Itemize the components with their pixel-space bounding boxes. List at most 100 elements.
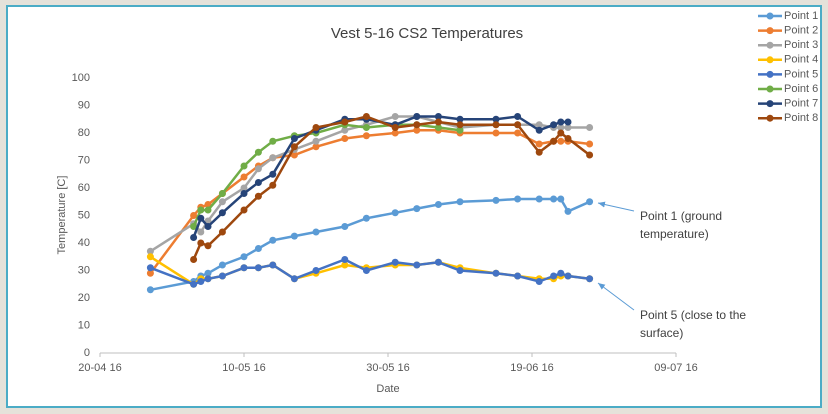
data-point — [269, 154, 277, 162]
data-point — [190, 212, 198, 219]
data-point — [146, 253, 154, 261]
data-point — [146, 247, 154, 255]
data-point — [564, 118, 572, 126]
data-point — [218, 228, 226, 236]
y-axis-label: Temperature [C] — [56, 176, 68, 255]
data-point — [535, 140, 543, 148]
legend-label: Point 8 — [784, 112, 818, 124]
data-point — [362, 214, 370, 222]
data-point — [290, 135, 298, 142]
x-tick-label: 19-06 16 — [510, 362, 553, 374]
data-point — [312, 137, 320, 145]
data-point — [456, 198, 464, 206]
data-point — [218, 190, 226, 197]
data-point — [586, 151, 594, 159]
data-point — [254, 192, 262, 200]
data-point — [564, 207, 572, 215]
legend-marker — [766, 56, 774, 64]
y-tick-label: 60 — [78, 182, 90, 194]
data-point — [290, 151, 298, 159]
data-point — [204, 223, 212, 230]
data-point — [341, 126, 349, 134]
data-point — [341, 261, 349, 269]
data-point — [492, 196, 500, 204]
data-point — [557, 137, 565, 145]
data-point — [564, 272, 572, 280]
y-tick-label: 80 — [78, 127, 90, 139]
annotation: temperature) — [640, 227, 709, 241]
data-point — [362, 124, 370, 131]
data-point — [218, 272, 226, 280]
x-tick-label: 30-05 16 — [366, 362, 409, 374]
data-point — [550, 195, 558, 203]
data-point — [434, 124, 442, 131]
legend-label: Point 4 — [784, 54, 818, 66]
data-point — [218, 261, 226, 269]
x-tick-label: 20-04 16 — [78, 362, 121, 374]
data-point — [514, 272, 522, 280]
data-point — [240, 173, 248, 181]
data-point — [254, 148, 262, 156]
data-point — [204, 269, 212, 277]
data-point — [514, 121, 522, 129]
chart-title: Vest 5-16 CS2 Temperatures — [331, 25, 523, 42]
data-point — [550, 272, 558, 280]
data-point — [190, 280, 198, 288]
data-point — [391, 258, 399, 266]
data-point — [434, 258, 442, 266]
data-point — [146, 264, 154, 272]
data-point — [218, 209, 226, 217]
data-point — [413, 113, 421, 120]
data-point — [269, 181, 277, 189]
legend-marker — [766, 41, 774, 49]
data-point — [190, 223, 198, 230]
data-point — [586, 124, 594, 131]
data-point — [492, 269, 500, 277]
legend-label: Point 2 — [784, 25, 818, 37]
annotation-arrow — [597, 282, 635, 311]
data-point — [190, 234, 198, 241]
data-point — [535, 278, 543, 285]
data-point — [312, 267, 320, 274]
data-point — [240, 264, 248, 272]
legend-label: Point 1 — [784, 10, 818, 22]
data-point — [391, 209, 399, 217]
data-point — [341, 118, 349, 126]
y-tick-label: 50 — [78, 209, 90, 221]
data-point — [557, 195, 565, 203]
data-point — [391, 113, 399, 120]
data-point — [197, 278, 205, 285]
data-point — [557, 129, 565, 137]
data-point — [290, 143, 298, 151]
data-point — [240, 253, 248, 261]
data-point — [204, 206, 212, 214]
data-point — [550, 137, 558, 145]
data-point — [269, 170, 277, 178]
data-point — [146, 269, 154, 277]
y-tick-label: 10 — [78, 319, 90, 331]
data-point — [535, 148, 543, 156]
legend-marker — [766, 100, 774, 108]
x-tick-label: 10-05 16 — [222, 362, 265, 374]
data-point — [269, 236, 277, 244]
data-point — [204, 275, 212, 283]
y-tick-label: 0 — [84, 347, 90, 359]
data-point — [391, 124, 399, 131]
data-point — [204, 242, 212, 250]
legend-marker — [766, 85, 774, 93]
data-point — [586, 275, 594, 283]
legend-marker — [766, 70, 774, 78]
data-point — [550, 121, 558, 129]
data-point — [413, 121, 421, 129]
data-point — [434, 118, 442, 126]
chart-frame — [6, 5, 822, 408]
data-point — [434, 201, 442, 208]
data-point — [514, 113, 522, 120]
legend-label: Point 6 — [784, 83, 818, 95]
legend-marker — [766, 12, 774, 20]
data-point — [492, 129, 500, 137]
data-point — [535, 121, 543, 129]
data-point — [197, 228, 205, 236]
data-point — [341, 256, 349, 263]
y-tick-label: 30 — [78, 264, 90, 276]
